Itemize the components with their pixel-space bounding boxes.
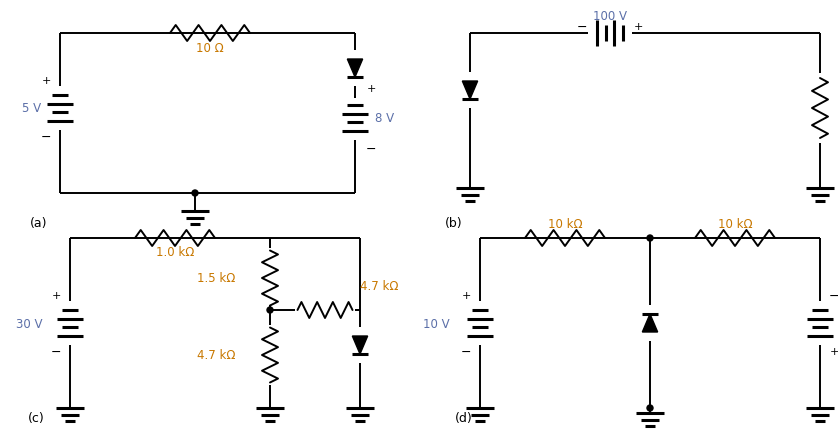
Text: +: + <box>634 22 643 32</box>
Polygon shape <box>347 60 363 78</box>
Text: +: + <box>41 76 50 86</box>
Text: 4.7 kΩ: 4.7 kΩ <box>196 349 235 362</box>
Text: (a): (a) <box>30 217 48 230</box>
Text: −: − <box>51 345 61 358</box>
Text: −: − <box>829 289 838 302</box>
Text: +: + <box>830 346 838 356</box>
Text: +: + <box>51 290 60 300</box>
Circle shape <box>647 405 653 411</box>
Text: (b): (b) <box>445 217 463 230</box>
Text: 100 V: 100 V <box>593 10 627 22</box>
Text: (d): (d) <box>455 412 473 424</box>
Text: −: − <box>461 345 471 358</box>
Circle shape <box>647 236 653 241</box>
Circle shape <box>267 307 273 313</box>
Text: −: − <box>41 130 51 143</box>
Circle shape <box>192 191 198 197</box>
Text: −: − <box>365 142 376 155</box>
Text: +: + <box>461 290 471 300</box>
Polygon shape <box>643 314 658 332</box>
Polygon shape <box>352 336 368 354</box>
Text: 1.5 kΩ: 1.5 kΩ <box>197 272 235 285</box>
Text: −: − <box>577 21 587 33</box>
Text: 10 kΩ: 10 kΩ <box>717 218 753 231</box>
Text: +: + <box>366 84 375 94</box>
Text: 30 V: 30 V <box>15 317 42 330</box>
Text: 1.0 kΩ: 1.0 kΩ <box>156 246 194 259</box>
Text: 10 V: 10 V <box>423 317 450 330</box>
Text: 8 V: 8 V <box>375 112 394 125</box>
Text: (c): (c) <box>28 412 44 424</box>
Text: 5 V: 5 V <box>23 102 42 115</box>
Text: 10 kΩ: 10 kΩ <box>548 218 582 231</box>
Text: 4.7 kΩ: 4.7 kΩ <box>360 280 399 293</box>
Text: 10 Ω: 10 Ω <box>196 42 224 54</box>
Polygon shape <box>463 82 478 100</box>
